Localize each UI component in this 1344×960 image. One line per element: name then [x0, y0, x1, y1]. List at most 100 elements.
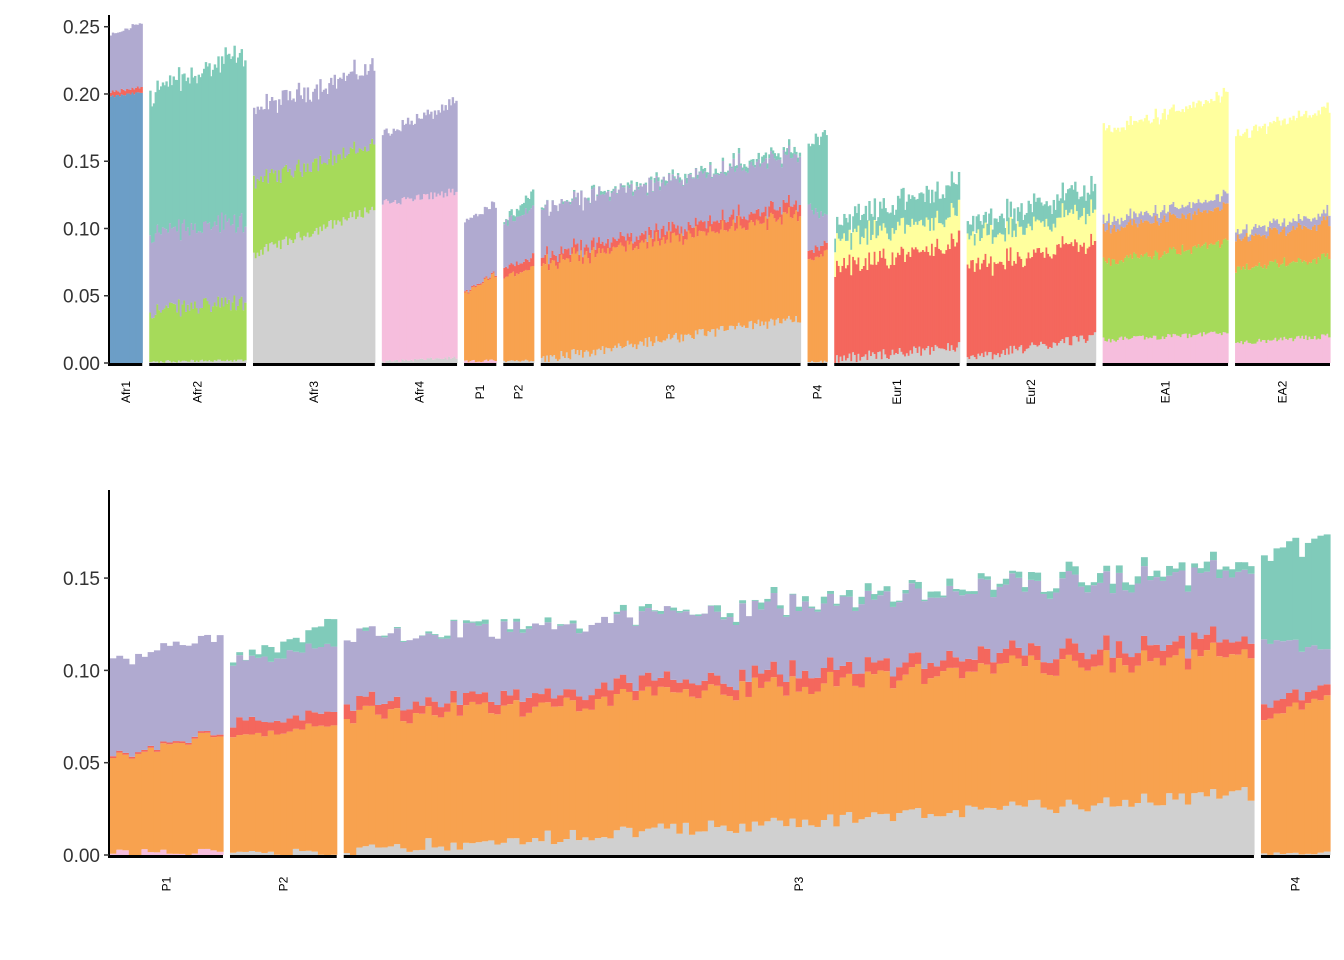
bar-segment-orange [1301, 229, 1304, 263]
bar-segment-orange [736, 228, 739, 326]
bar-segment-green [202, 298, 206, 362]
bar-segment-red [841, 265, 844, 361]
bar-segment-teal [1065, 193, 1068, 210]
bar-segment-lavender [1260, 226, 1263, 237]
bar-segment-orange [864, 671, 872, 818]
bar-segment-gray [751, 821, 759, 855]
bar-segment-lavender [667, 173, 671, 222]
bar-segment-orange [1274, 227, 1277, 260]
bar-segment-red [544, 254, 547, 265]
bar-segment-pink [394, 200, 397, 361]
bar-segment-pink [1120, 336, 1123, 363]
bar-segment-steelblue [118, 96, 122, 363]
bar-segment-lavender [269, 101, 272, 173]
bar-segment-red [1081, 246, 1084, 336]
bar-segment-orange [990, 673, 998, 809]
bar-segment-green [1292, 261, 1295, 342]
bar-segment-red [814, 677, 822, 692]
bar-segment-green [258, 180, 261, 257]
bar-segment-gray [304, 236, 308, 363]
bar-segment-red [977, 646, 985, 664]
bar-segment-yellow [972, 231, 975, 260]
bar-segment-lavender [425, 633, 433, 698]
bar-segment-gray [235, 361, 238, 363]
bar-segment-orange [236, 735, 244, 852]
bar-segment-teal [179, 90, 183, 241]
bar-segment-gray [660, 342, 664, 363]
bar-segment-red [929, 255, 932, 355]
bar-segment-orange [585, 251, 588, 351]
bar-segment-gray [925, 348, 928, 363]
bar-segment-yellow [1065, 209, 1068, 243]
bar-segment-red [875, 264, 878, 359]
bar-segment-teal [542, 208, 545, 211]
bar-segment-teal [231, 56, 235, 225]
bar-segment-teal [997, 222, 1000, 235]
bar-segment-red [1056, 244, 1059, 346]
bar-segment-red [770, 661, 778, 678]
bar-segment-gray [560, 351, 563, 363]
bar-segment-teal [943, 198, 946, 228]
bar-segment-red [419, 705, 426, 714]
bar-segment-gray [451, 357, 455, 363]
bar-segment-lavender [662, 176, 665, 226]
bar-segment-lavender [1185, 206, 1188, 219]
bar-segment-gray [655, 336, 658, 363]
bar-segment-pink [1106, 341, 1109, 363]
bar-segment-teal [211, 69, 215, 227]
bar-segment-lavender [645, 608, 652, 673]
bar-segment-orange [635, 246, 639, 350]
bar-segment-red [1279, 699, 1287, 714]
bar-segment-red [1079, 244, 1082, 336]
bar-segment-red [670, 679, 678, 693]
bar-segment-green [1299, 259, 1302, 339]
bar-segment-gray [1068, 345, 1072, 363]
bar-segment-teal [984, 576, 991, 580]
bar-segment-lavender [229, 665, 237, 728]
bar-segment-lavender [714, 611, 721, 676]
bar-segment-orange [730, 226, 734, 326]
bar-segment-green [292, 177, 295, 244]
bar-segment-pink [1118, 337, 1122, 363]
bar-segment-red [166, 742, 174, 745]
bar-segment-gray [811, 360, 814, 363]
bar-segment-lavender [152, 241, 156, 318]
bar-segment-orange [1128, 672, 1136, 807]
bar-segment-lavender [1194, 203, 1197, 212]
bar-segment-orange [1203, 650, 1211, 797]
bar-segment-gray [952, 810, 960, 855]
bar-segment-orange [650, 237, 653, 342]
bar-segment-gray [709, 332, 712, 363]
bar-segment-gray [1134, 802, 1142, 855]
bar-segment-lavender [237, 227, 240, 306]
bar-segment-pink [1265, 342, 1268, 363]
bar-segment-lavender [551, 200, 554, 251]
bar-segment-teal [766, 163, 769, 169]
bar-segment-orange [632, 700, 640, 838]
bar-segment-green [1211, 244, 1215, 332]
bar-segment-teal [515, 208, 519, 217]
bar-segment-yellow [1081, 215, 1084, 247]
bar-segment-green [174, 304, 177, 363]
bar-segment-red [494, 704, 502, 715]
bar-segment-red [1083, 242, 1086, 340]
bar-segment-pink [1161, 336, 1165, 363]
bar-segment-teal [204, 62, 208, 222]
bar-segment-red [1072, 246, 1075, 337]
bar-segment-lavender [167, 232, 170, 308]
bar-segment-pink [1168, 334, 1172, 363]
bar-segment-pink [412, 201, 415, 362]
bar-segment-lavender [485, 207, 488, 277]
bar-segment-orange [693, 237, 696, 339]
bar-segment-gray [1023, 351, 1027, 363]
bar-segment-lavender [1269, 221, 1272, 228]
bar-segment-yellow [1188, 105, 1192, 202]
bar-segment-orange [147, 747, 155, 853]
bar-segment-gray [278, 240, 281, 363]
bar-segment-red [1029, 258, 1032, 346]
bar-segment-teal [521, 204, 524, 216]
bar-segment-gray [777, 318, 780, 363]
bar-segment-gray [237, 359, 240, 363]
bar-segment-red [1235, 641, 1242, 655]
bar-segment-lavender [795, 611, 803, 679]
